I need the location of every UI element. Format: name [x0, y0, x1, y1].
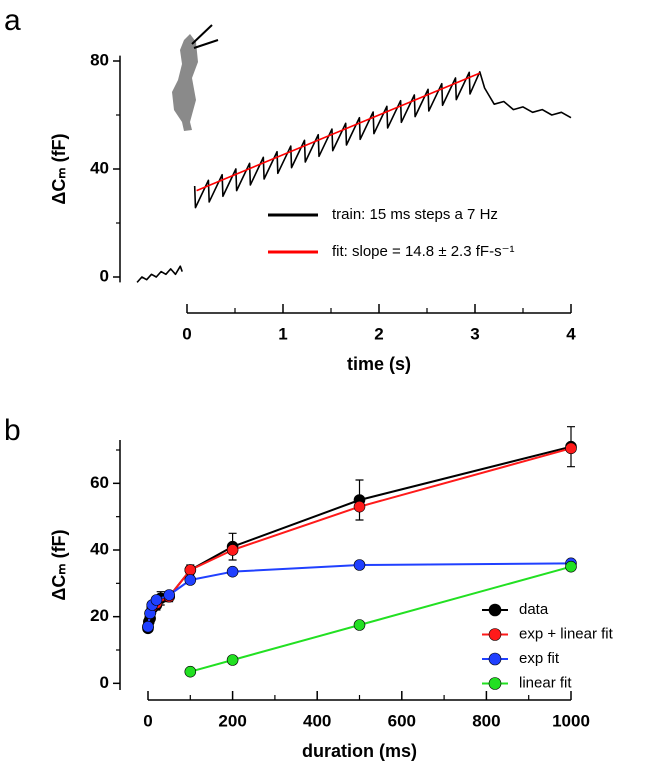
series-line [190, 565, 572, 673]
legend-marker [488, 677, 502, 690]
legend-label: exp + linear fit [519, 625, 614, 642]
x-tick-label: 0 [143, 711, 152, 730]
legend-label: linear fit [519, 674, 572, 691]
x-axis-title: time (s) [347, 354, 411, 374]
panel-label: a [4, 4, 21, 37]
x-tick-label: 4 [566, 324, 576, 343]
marker [226, 654, 239, 666]
marker [353, 559, 366, 571]
cell-icon [172, 24, 219, 131]
marker [226, 565, 239, 578]
y-tick-label: 40 [90, 539, 109, 558]
legend-label: train: 15 ms steps a 7 Hz [332, 206, 498, 223]
x-tick-label: 0 [182, 324, 191, 343]
y-tick-label: 0 [100, 673, 109, 692]
x-tick-label: 2 [374, 324, 383, 343]
x-tick-label: 800 [472, 711, 500, 730]
y-axis-title: ΔCₘ (fF) [49, 133, 69, 204]
legend-marker [488, 603, 502, 617]
legend-label: data [519, 601, 549, 618]
marker [163, 589, 175, 601]
panel-label: b [4, 414, 21, 447]
x-tick-label: 3 [470, 324, 479, 343]
legend-label: exp fit [519, 650, 560, 667]
marker [184, 665, 197, 678]
marker [226, 544, 239, 556]
marker [565, 442, 577, 455]
y-tick-label: 60 [90, 473, 109, 492]
series-line [136, 71, 572, 283]
y-tick-label: 80 [90, 50, 109, 69]
legend-marker [488, 628, 502, 641]
x-tick-label: 200 [218, 711, 246, 730]
marker [184, 574, 197, 586]
y-tick-label: 0 [100, 266, 109, 285]
marker [353, 500, 366, 513]
marker [142, 620, 154, 633]
y-axis-title: ΔCₘ (fF) [49, 529, 69, 600]
series-line [196, 72, 481, 192]
x-tick-label: 1 [278, 324, 287, 343]
x-tick-label: 600 [388, 711, 416, 730]
x-axis-title: duration (ms) [302, 741, 417, 761]
y-tick-label: 40 [90, 158, 109, 177]
series-line [147, 562, 572, 627]
x-tick-label: 400 [303, 711, 331, 730]
x-tick-label: 1000 [552, 711, 590, 730]
legend-marker [488, 652, 502, 666]
marker [565, 560, 577, 573]
marker [150, 594, 163, 606]
marker [353, 619, 366, 631]
legend-label: fit: slope = 14.8 ± 2.3 fF-s⁻¹ [332, 243, 514, 260]
marker [184, 564, 197, 576]
y-tick-label: 20 [90, 606, 109, 625]
series-line [147, 445, 572, 629]
series-line [147, 447, 572, 627]
